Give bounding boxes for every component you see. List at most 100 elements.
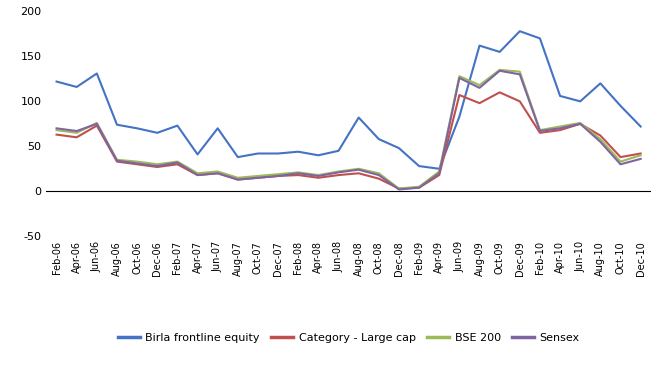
Birla frontline equity [294,149,302,154]
Birla frontline equity [374,137,382,141]
Category - Large cap [335,173,343,178]
BSE 200 [456,74,463,78]
Sensex [374,173,382,178]
Category - Large cap [516,99,524,104]
Birla frontline equity [355,115,363,120]
BSE 200 [254,174,262,178]
BSE 200 [73,131,81,135]
Category - Large cap [637,151,645,156]
Sensex [173,160,181,165]
Sensex [274,174,282,178]
Birla frontline equity [536,36,544,41]
BSE 200 [274,172,282,176]
Sensex [93,122,101,126]
Category - Large cap [395,186,403,191]
BSE 200 [436,169,444,174]
Birla frontline equity [153,131,161,135]
Sensex [415,186,423,190]
BSE 200 [335,169,343,174]
Birla frontline equity [113,122,121,127]
Sensex [637,157,645,161]
BSE 200 [93,121,101,125]
Sensex [52,126,60,131]
Line: Sensex: Sensex [56,71,641,189]
Category - Large cap [475,101,483,106]
Sensex [315,174,323,178]
Sensex [495,69,503,73]
Sensex [113,158,121,163]
BSE 200 [374,171,382,176]
Category - Large cap [294,173,302,178]
Line: BSE 200: BSE 200 [56,70,641,189]
BSE 200 [214,169,222,174]
Birla frontline equity [596,81,604,86]
Birla frontline equity [335,149,343,153]
Birla frontline equity [395,146,403,150]
Birla frontline equity [133,126,141,131]
Sensex [153,164,161,168]
Category - Large cap [52,132,60,137]
Category - Large cap [576,122,584,126]
BSE 200 [234,176,242,180]
Sensex [234,177,242,182]
Category - Large cap [415,186,423,190]
Birla frontline equity [194,152,202,157]
BSE 200 [536,128,544,133]
Line: Birla frontline equity: Birla frontline equity [56,31,641,169]
Category - Large cap [153,165,161,169]
Birla frontline equity [576,99,584,104]
Sensex [436,171,444,176]
Birla frontline equity [637,124,645,129]
Category - Large cap [254,176,262,180]
Category - Large cap [355,171,363,176]
Category - Large cap [456,93,463,97]
Category - Large cap [374,176,382,181]
Category - Large cap [113,159,121,164]
Birla frontline equity [274,151,282,156]
Birla frontline equity [495,50,503,54]
BSE 200 [475,83,483,88]
Birla frontline equity [73,85,81,89]
Category - Large cap [274,174,282,178]
Line: Category - Large cap: Category - Large cap [56,92,641,189]
BSE 200 [395,186,403,191]
Sensex [456,76,463,80]
BSE 200 [637,153,645,158]
Birla frontline equity [234,155,242,159]
Sensex [194,173,202,178]
Sensex [294,171,302,176]
BSE 200 [576,121,584,125]
Birla frontline equity [415,164,423,168]
Category - Large cap [556,128,564,133]
Sensex [536,129,544,133]
Birla frontline equity [456,114,463,119]
BSE 200 [415,184,423,189]
Sensex [214,171,222,176]
BSE 200 [315,173,323,178]
Birla frontline equity [616,104,624,108]
Category - Large cap [495,90,503,94]
Sensex [355,167,363,172]
BSE 200 [113,157,121,162]
Category - Large cap [436,173,444,178]
Birla frontline equity [516,29,524,34]
Category - Large cap [234,177,242,182]
Legend: Birla frontline equity, Category - Large cap, BSE 200, Sensex: Birla frontline equity, Category - Large… [113,329,584,347]
Birla frontline equity [254,151,262,156]
Category - Large cap [214,171,222,176]
Birla frontline equity [93,71,101,76]
Sensex [556,126,564,131]
Category - Large cap [133,162,141,166]
Category - Large cap [596,133,604,138]
Sensex [576,122,584,126]
Birla frontline equity [436,166,444,171]
BSE 200 [133,159,141,164]
Category - Large cap [315,176,323,180]
BSE 200 [173,159,181,164]
BSE 200 [556,124,564,129]
Birla frontline equity [475,43,483,48]
Sensex [133,161,141,166]
Category - Large cap [73,135,81,139]
Sensex [596,139,604,144]
BSE 200 [596,137,604,141]
